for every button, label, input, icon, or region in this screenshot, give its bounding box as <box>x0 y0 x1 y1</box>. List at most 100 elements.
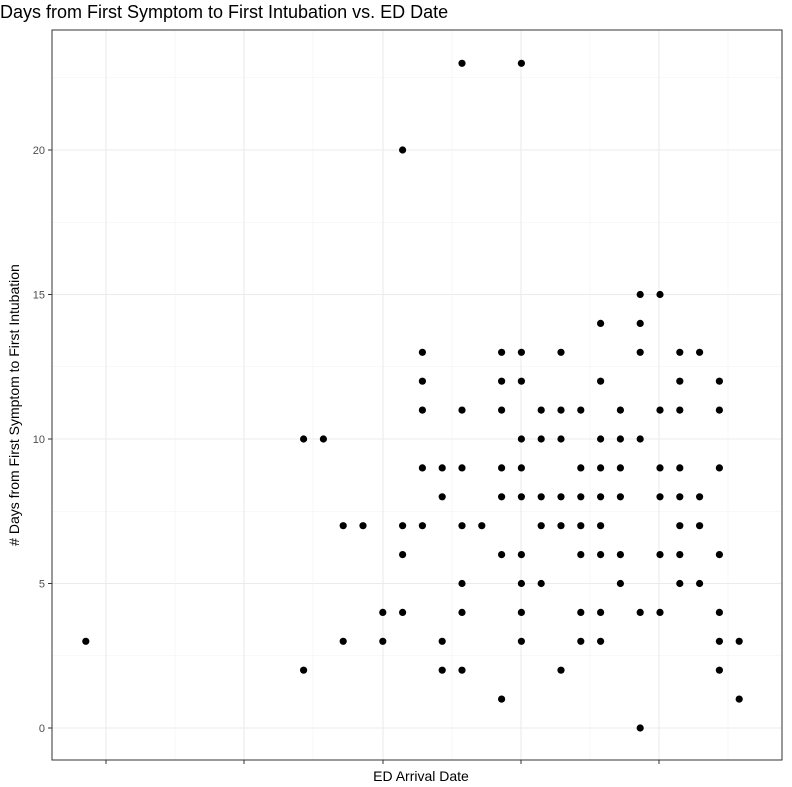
data-point <box>517 59 526 67</box>
data-point <box>438 493 446 501</box>
data-point <box>339 637 347 645</box>
data-point <box>676 551 684 559</box>
data-point <box>458 522 466 530</box>
chart-title: Days from First Symptom to First Intubat… <box>0 2 448 22</box>
data-point <box>636 724 644 732</box>
data-point <box>616 406 625 414</box>
y-tick-label: 20 <box>33 145 45 157</box>
data-point <box>715 666 724 674</box>
data-point <box>656 290 664 299</box>
data-point <box>319 435 327 443</box>
data-point <box>399 551 407 559</box>
data-point <box>656 608 664 617</box>
data-point <box>597 464 605 472</box>
data-point <box>517 551 526 559</box>
data-point <box>498 464 506 472</box>
data-point <box>577 406 585 414</box>
data-point <box>577 522 585 530</box>
data-point <box>636 435 644 443</box>
data-point <box>339 522 347 530</box>
data-point <box>715 551 724 559</box>
data-point <box>715 406 724 414</box>
data-point <box>597 319 605 327</box>
data-point <box>557 493 565 501</box>
data-point <box>557 406 565 414</box>
data-point <box>418 348 426 356</box>
data-point <box>597 551 605 559</box>
data-point <box>577 637 585 645</box>
data-point <box>458 666 466 674</box>
data-point <box>696 493 704 501</box>
data-point <box>498 695 506 703</box>
data-point <box>438 666 446 674</box>
data-point <box>418 377 426 385</box>
data-point <box>577 551 585 559</box>
data-points <box>82 59 743 732</box>
data-point <box>517 464 526 472</box>
data-point <box>498 377 506 385</box>
data-point <box>418 406 426 414</box>
data-point <box>498 551 506 559</box>
data-point <box>82 637 90 645</box>
data-point <box>458 608 466 617</box>
data-point <box>557 348 565 356</box>
data-point <box>379 637 387 645</box>
y-tick-label: 5 <box>39 579 45 591</box>
data-point <box>636 319 644 327</box>
y-tick-label: 0 <box>39 723 45 735</box>
data-point <box>597 637 605 645</box>
data-point <box>676 493 684 501</box>
data-point <box>537 493 545 501</box>
data-point <box>517 493 526 501</box>
data-point <box>517 377 526 385</box>
data-point <box>616 435 625 443</box>
data-point <box>537 406 545 414</box>
data-point <box>715 464 724 472</box>
plot-panel-background <box>52 30 782 760</box>
data-point <box>537 522 545 530</box>
data-point <box>438 637 446 645</box>
data-point <box>359 522 367 530</box>
data-point <box>577 608 585 617</box>
data-point <box>458 579 466 588</box>
data-point <box>517 637 526 645</box>
data-point <box>379 608 387 617</box>
data-point <box>577 493 585 501</box>
data-point <box>557 522 565 530</box>
data-point <box>418 464 426 472</box>
data-point <box>696 522 704 530</box>
x-axis-title: ED Arrival Date <box>373 768 469 784</box>
data-point <box>399 522 407 530</box>
data-point <box>597 377 605 385</box>
data-point <box>676 348 684 356</box>
data-point <box>458 406 466 414</box>
data-point <box>676 579 684 588</box>
data-point <box>597 493 605 501</box>
data-point <box>735 695 743 703</box>
data-point <box>656 406 664 414</box>
data-point <box>616 551 625 559</box>
y-tick-label: 15 <box>33 290 45 302</box>
data-point <box>656 464 664 472</box>
data-point <box>616 493 625 501</box>
data-point <box>517 348 526 356</box>
data-point <box>715 608 724 617</box>
data-point <box>537 435 545 443</box>
data-point <box>498 406 506 414</box>
data-point <box>458 464 466 472</box>
data-point <box>715 377 724 385</box>
data-point <box>498 493 506 501</box>
data-point <box>478 522 486 530</box>
data-point <box>577 464 585 472</box>
data-point <box>636 608 644 617</box>
data-point <box>597 435 605 443</box>
data-point <box>537 579 545 588</box>
y-axis-ticks: 0 5 10 15 20 <box>33 145 52 735</box>
data-point <box>696 348 704 356</box>
data-point <box>696 579 704 588</box>
data-point <box>418 522 426 530</box>
data-point <box>399 146 407 154</box>
data-point <box>498 348 506 356</box>
data-point <box>636 348 644 356</box>
